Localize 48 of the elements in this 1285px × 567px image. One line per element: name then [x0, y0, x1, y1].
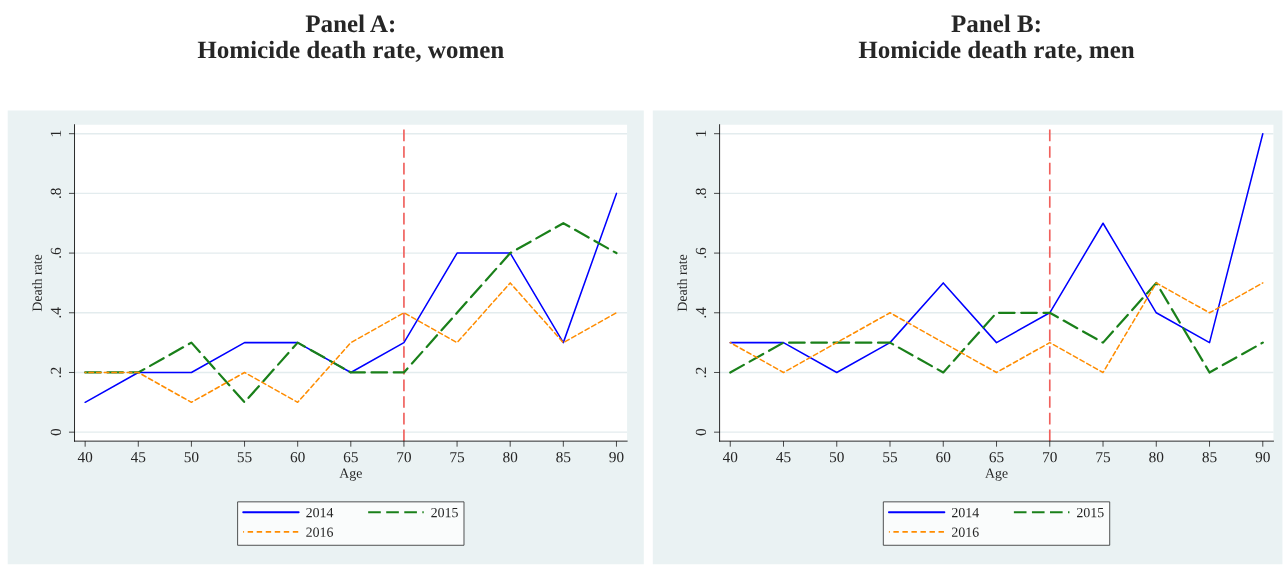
y-axis-title: Death rate	[32, 254, 42, 312]
legend-label: 2014	[306, 507, 334, 518]
x-tick-label: 65	[343, 452, 358, 463]
x-tick-label: 90	[1255, 451, 1270, 463]
x-tick-label: 55	[237, 452, 252, 463]
x-tick-label: 90	[609, 451, 624, 463]
x-tick-label: 45	[776, 452, 791, 463]
y-tick-label: .4	[50, 307, 62, 318]
legend-label: 2014	[951, 507, 979, 518]
y-tick-label: .6	[50, 247, 62, 258]
legend-label: 2016	[306, 527, 334, 537]
x-tick-label: 50	[830, 451, 844, 463]
y-tick-label: .2	[695, 367, 707, 378]
x-tick-label: 75	[1096, 452, 1111, 463]
x-axis-title: Age	[339, 468, 362, 481]
x-tick-label: 85	[556, 451, 571, 463]
x-tick-label: 55	[883, 452, 898, 463]
x-tick-label: 40	[722, 451, 738, 463]
y-tick-label: .8	[50, 188, 62, 199]
legend-label: 2015	[431, 507, 458, 518]
x-tick-label: 70	[1043, 451, 1057, 463]
x-tick-label: 40	[77, 451, 93, 463]
legend-label: 2016	[951, 527, 979, 537]
y-tick-label: .4	[695, 307, 707, 318]
legend-label: 2015	[1076, 507, 1104, 518]
y-tick-label: 0	[695, 428, 707, 436]
chart-title: Panel A: Homicide death rate, women	[197, 14, 504, 62]
x-tick-label: 80	[1149, 451, 1164, 463]
y-tick-label: .2	[50, 367, 62, 378]
y-tick-label: .6	[695, 247, 707, 258]
chart-title: Panel B: Homicide death rate, men	[858, 14, 1135, 62]
x-tick-label: 70	[397, 451, 411, 463]
x-axis-title: Age	[985, 468, 1008, 481]
y-tick-label: 1	[50, 130, 61, 137]
y-tick-label: .8	[695, 188, 707, 199]
x-tick-label: 60	[290, 451, 305, 463]
x-tick-label: 50	[184, 451, 199, 463]
x-tick-label: 75	[450, 452, 465, 463]
x-tick-label: 45	[130, 452, 146, 463]
x-tick-label: 80	[503, 451, 518, 463]
y-axis-title: Death rate	[677, 254, 687, 312]
line-series	[84, 282, 618, 404]
y-tick-label: 0	[50, 428, 62, 436]
x-tick-label: 65	[989, 452, 1004, 463]
x-tick-label: 60	[936, 451, 951, 463]
y-tick-label: 1	[695, 130, 706, 137]
x-tick-label: 85	[1202, 451, 1217, 463]
line-series	[729, 132, 1264, 374]
